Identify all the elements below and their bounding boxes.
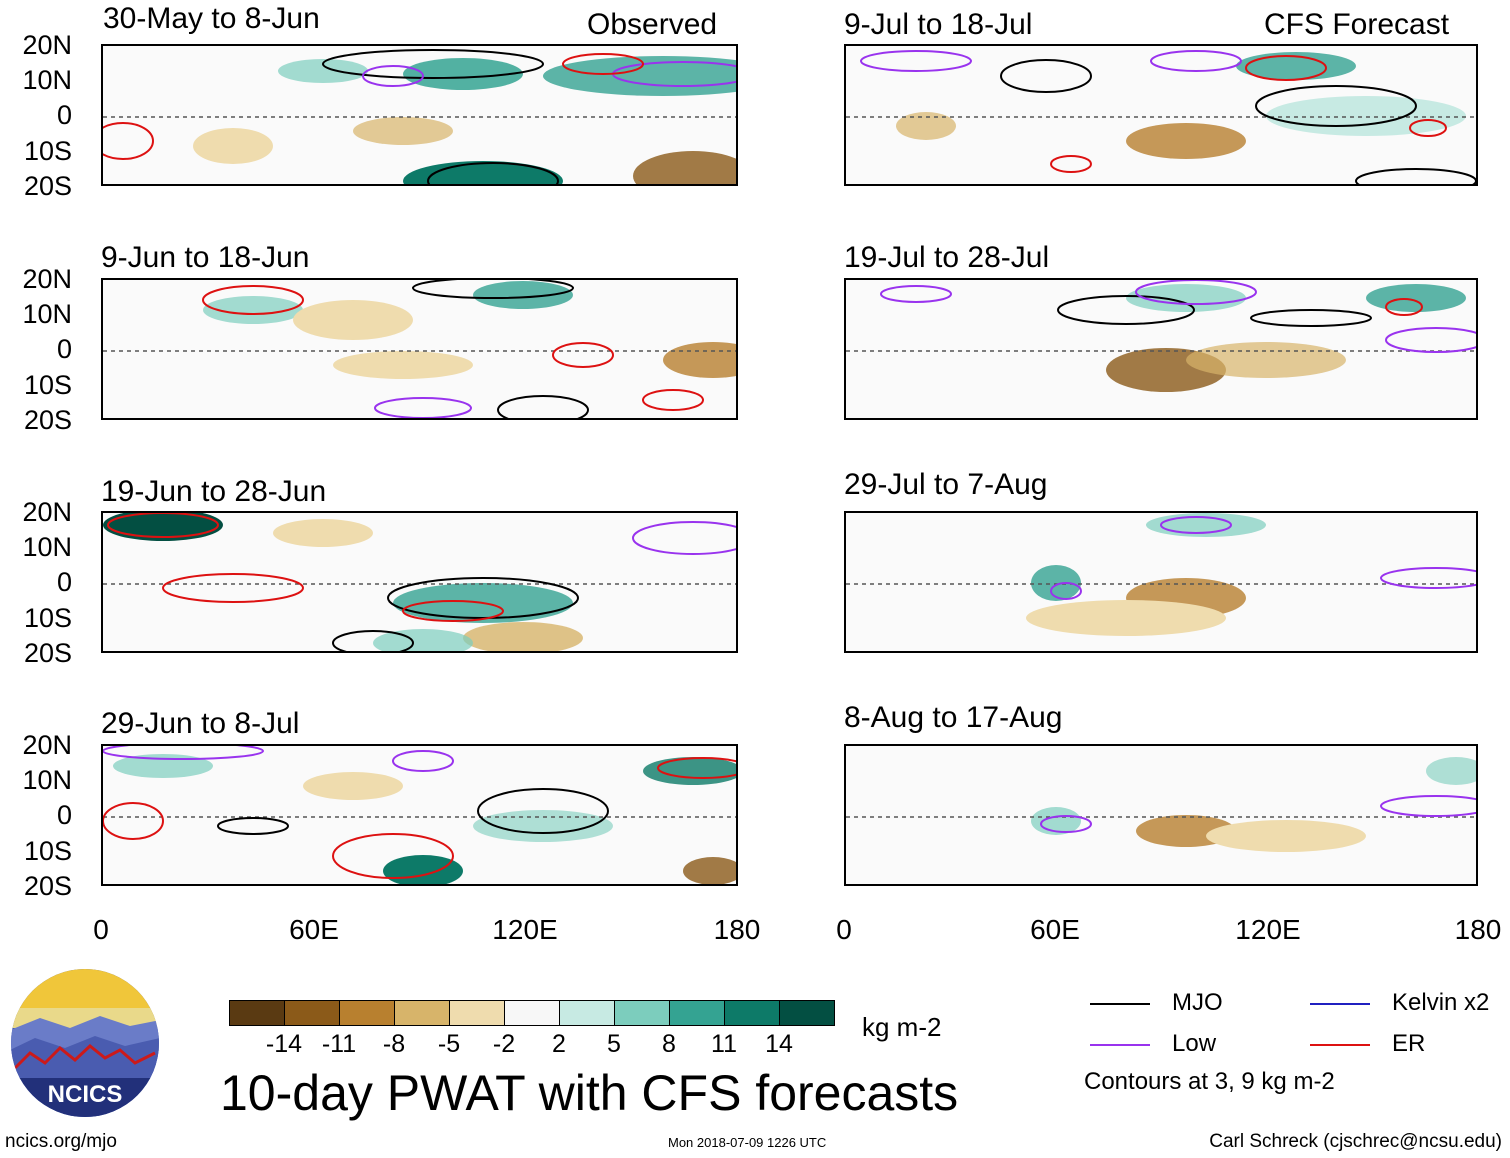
panel-title-6: 19-Jul to 28-Jul xyxy=(844,241,1050,274)
colorbar-swatch xyxy=(284,1000,340,1026)
colorbar-swatch xyxy=(559,1000,615,1026)
map-panel-forecast-4 xyxy=(844,744,1478,886)
colorbar-swatch xyxy=(504,1000,560,1026)
lat-tick: 20N xyxy=(22,497,72,527)
pwat-anomaly-field xyxy=(846,50,1476,184)
colorbar-tick-label: -14 xyxy=(265,1030,303,1058)
colorbar-swatch xyxy=(779,1000,835,1026)
colorbar-swatch xyxy=(339,1000,395,1026)
lat-tick: 20N xyxy=(22,730,72,760)
colorbar-tick-label: -8 xyxy=(382,1030,406,1058)
pwat-anomaly-field xyxy=(103,513,736,651)
footer-author: Carl Schreck (cjschrec@ncsu.edu) xyxy=(1209,1131,1502,1152)
lat-tick: 0 xyxy=(56,334,72,364)
footer-timestamp: Mon 2018-07-09 1226 UTC xyxy=(668,1135,827,1150)
colorbar-swatch xyxy=(669,1000,725,1026)
lat-tick: 20S xyxy=(23,638,72,668)
ncics-logo: NCICS xyxy=(10,968,160,1118)
low-legend-label: Low xyxy=(1172,1030,1217,1057)
pwat-anomaly-field xyxy=(103,746,736,884)
lat-tick: 0 xyxy=(56,100,72,130)
map-panel-forecast-2 xyxy=(844,278,1478,420)
lat-tick: 10S xyxy=(23,603,72,633)
observed-label: Observed xyxy=(587,8,718,41)
lat-tick: 10N xyxy=(22,532,72,562)
map-panel-observed-3 xyxy=(101,511,738,653)
colorbar-swatch xyxy=(614,1000,670,1026)
footer-link[interactable]: ncics.org/mjo xyxy=(5,1131,117,1152)
map-panel-forecast-3 xyxy=(844,511,1478,653)
kelvin-legend-line xyxy=(1310,1003,1370,1005)
mjo-legend-label: MJO xyxy=(1172,989,1223,1016)
lon-tick: 180 xyxy=(1454,914,1502,945)
kelvin-legend-label: Kelvin x2 xyxy=(1392,989,1490,1016)
pwat-anomaly-field xyxy=(103,280,736,418)
colorbar-swatch xyxy=(724,1000,780,1026)
main-title: 10-day PWAT with CFS forecasts xyxy=(220,1065,959,1121)
lat-tick: 10N xyxy=(22,299,72,329)
lat-tick: 10N xyxy=(22,65,72,95)
lat-tick: 10S xyxy=(23,836,72,866)
colorbar-tick-label: 2 xyxy=(552,1030,566,1058)
panel-title-3: 19-Jun to 28-Jun xyxy=(101,475,327,508)
lat-tick: 20N xyxy=(22,264,72,294)
colorbar-swatch xyxy=(394,1000,450,1026)
logo-text: NCICS xyxy=(48,1081,123,1108)
lat-tick: 10S xyxy=(23,370,72,400)
lat-tick: 20S xyxy=(23,405,72,435)
low-legend-line xyxy=(1090,1044,1150,1046)
lat-tick: 20N xyxy=(22,30,72,60)
panel-title-4: 29-Jun to 8-Jul xyxy=(101,707,300,740)
lon-tick: 0 xyxy=(836,914,852,945)
map-panel-observed-2 xyxy=(101,278,738,420)
panel-title-1: 30-May to 8-Jun xyxy=(103,2,320,35)
lon-tick: 180 xyxy=(713,914,761,945)
panel-title-5: 9-Jul to 18-Jul xyxy=(844,8,1033,41)
colorbar-swatch xyxy=(229,1000,285,1026)
colorbar-swatch xyxy=(449,1000,505,1026)
colorbar-tick-label: -11 xyxy=(321,1030,357,1058)
lat-tick: 0 xyxy=(56,800,72,830)
lat-tick: 10N xyxy=(22,765,72,795)
pwat-anomaly-field xyxy=(103,49,736,184)
panel-title-2: 9-Jun to 18-Jun xyxy=(101,241,310,274)
lat-tick: 0 xyxy=(56,567,72,597)
lat-tick: 10S xyxy=(23,136,72,166)
colorbar-units: kg m-2 xyxy=(862,1012,942,1042)
mjo-legend-line xyxy=(1090,1003,1150,1005)
lon-tick: 0 xyxy=(93,914,109,945)
lon-tick: 60E xyxy=(289,914,339,945)
panel-title-8: 8-Aug to 17-Aug xyxy=(844,701,1063,734)
pwat-anomaly-field xyxy=(846,757,1476,852)
colorbar-tick-label: -2 xyxy=(492,1030,516,1058)
er-legend-label: ER xyxy=(1392,1030,1426,1057)
contours-note: Contours at 3, 9 kg m-2 xyxy=(1084,1068,1335,1095)
colorbar-tick-label: -5 xyxy=(437,1030,461,1058)
lon-tick: 120E xyxy=(1235,914,1301,945)
colorbar-tick-label: 5 xyxy=(607,1030,621,1058)
pwat-anomaly-field xyxy=(846,280,1476,392)
map-panel-observed-4 xyxy=(101,744,738,886)
panel-title-7: 29-Jul to 7-Aug xyxy=(844,468,1048,501)
lon-tick: 120E xyxy=(492,914,558,945)
pwat-anomaly-field xyxy=(846,513,1476,636)
colorbar-tick-label: 8 xyxy=(662,1030,676,1058)
lat-tick: 20S xyxy=(23,171,72,201)
er-legend-line xyxy=(1310,1044,1370,1046)
lon-tick: 60E xyxy=(1030,914,1080,945)
colorbar-tick-label: 11 xyxy=(711,1030,737,1058)
map-panel-forecast-1 xyxy=(844,44,1478,186)
forecast-label: CFS Forecast xyxy=(1264,8,1450,41)
map-panel-observed-1 xyxy=(101,44,738,186)
lat-tick: 20S xyxy=(23,871,72,901)
colorbar-tick-label: 14 xyxy=(765,1030,793,1058)
logo-graphic: NCICS xyxy=(11,969,159,1117)
